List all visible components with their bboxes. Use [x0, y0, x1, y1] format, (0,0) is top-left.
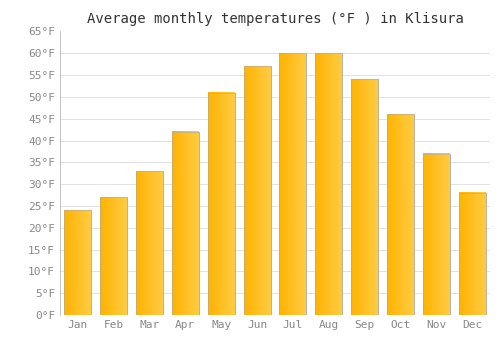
Bar: [100, 197, 127, 315]
Bar: [172, 132, 199, 315]
Bar: [458, 193, 485, 315]
Bar: [136, 171, 163, 315]
Bar: [64, 210, 92, 315]
Bar: [100, 197, 127, 315]
Bar: [423, 154, 450, 315]
Bar: [208, 92, 234, 315]
Bar: [351, 79, 378, 315]
Bar: [280, 53, 306, 315]
Bar: [423, 154, 450, 315]
Bar: [316, 53, 342, 315]
Bar: [387, 114, 414, 315]
Bar: [458, 193, 485, 315]
Bar: [136, 171, 163, 315]
Bar: [244, 66, 270, 315]
Bar: [351, 79, 378, 315]
Bar: [244, 66, 270, 315]
Bar: [172, 132, 199, 315]
Bar: [387, 114, 414, 315]
Bar: [208, 92, 234, 315]
Bar: [64, 210, 92, 315]
Bar: [316, 53, 342, 315]
Bar: [280, 53, 306, 315]
Title: Average monthly temperatures (°F ) in Klisura: Average monthly temperatures (°F ) in Kl…: [86, 12, 464, 26]
